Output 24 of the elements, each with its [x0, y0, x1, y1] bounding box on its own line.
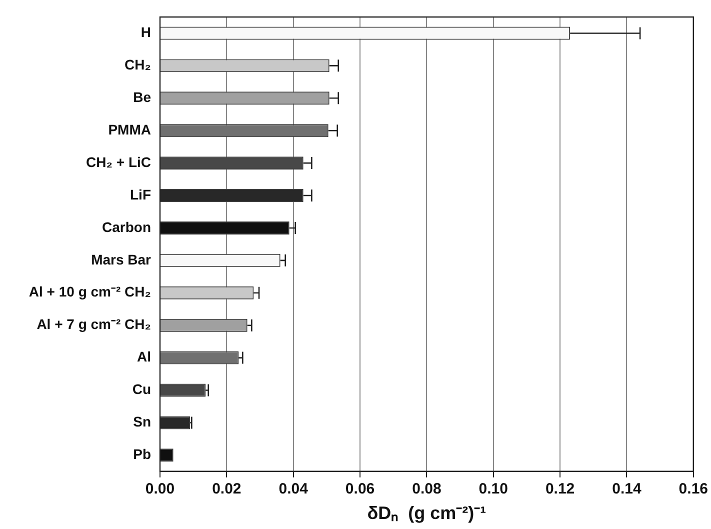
- y-tick-label: CH₂: [124, 56, 151, 73]
- x-tick-label: 0.02: [212, 480, 242, 498]
- x-tick-label: 0.08: [412, 480, 442, 498]
- x-tick-label: 0.12: [545, 480, 575, 498]
- y-tick-label: Pb: [133, 446, 151, 462]
- y-tick-label: Cu: [132, 381, 151, 398]
- x-axis-title: δDₙ (g cm⁻²)⁻¹: [367, 503, 486, 524]
- y-tick-label: CH₂ + LiC: [86, 154, 151, 170]
- x-tick-label: 0.00: [145, 480, 175, 498]
- x-tick-label: 0.04: [278, 480, 309, 498]
- x-tick-label: 0.10: [478, 480, 508, 498]
- y-tick-label: Al + 7 g cm⁻² CH₂: [36, 316, 151, 332]
- y-tick-label: Sn: [133, 414, 151, 430]
- x-tick-label: 0.16: [678, 480, 708, 498]
- x-tick-label: 0.14: [612, 480, 642, 498]
- y-tick-label: Be: [133, 89, 152, 105]
- y-tick-label: Al + 10 g cm⁻² CH₂: [28, 284, 151, 300]
- y-tick-label: Al: [137, 348, 151, 365]
- y-tick-label: H: [140, 24, 151, 40]
- y-tick-label: Carbon: [102, 218, 151, 235]
- y-tick-label: Mars Bar: [91, 251, 152, 268]
- x-tick-label: 0.06: [345, 480, 375, 498]
- y-tick-label: PMMA: [108, 121, 151, 138]
- y-tick-label: LiF: [130, 186, 152, 202]
